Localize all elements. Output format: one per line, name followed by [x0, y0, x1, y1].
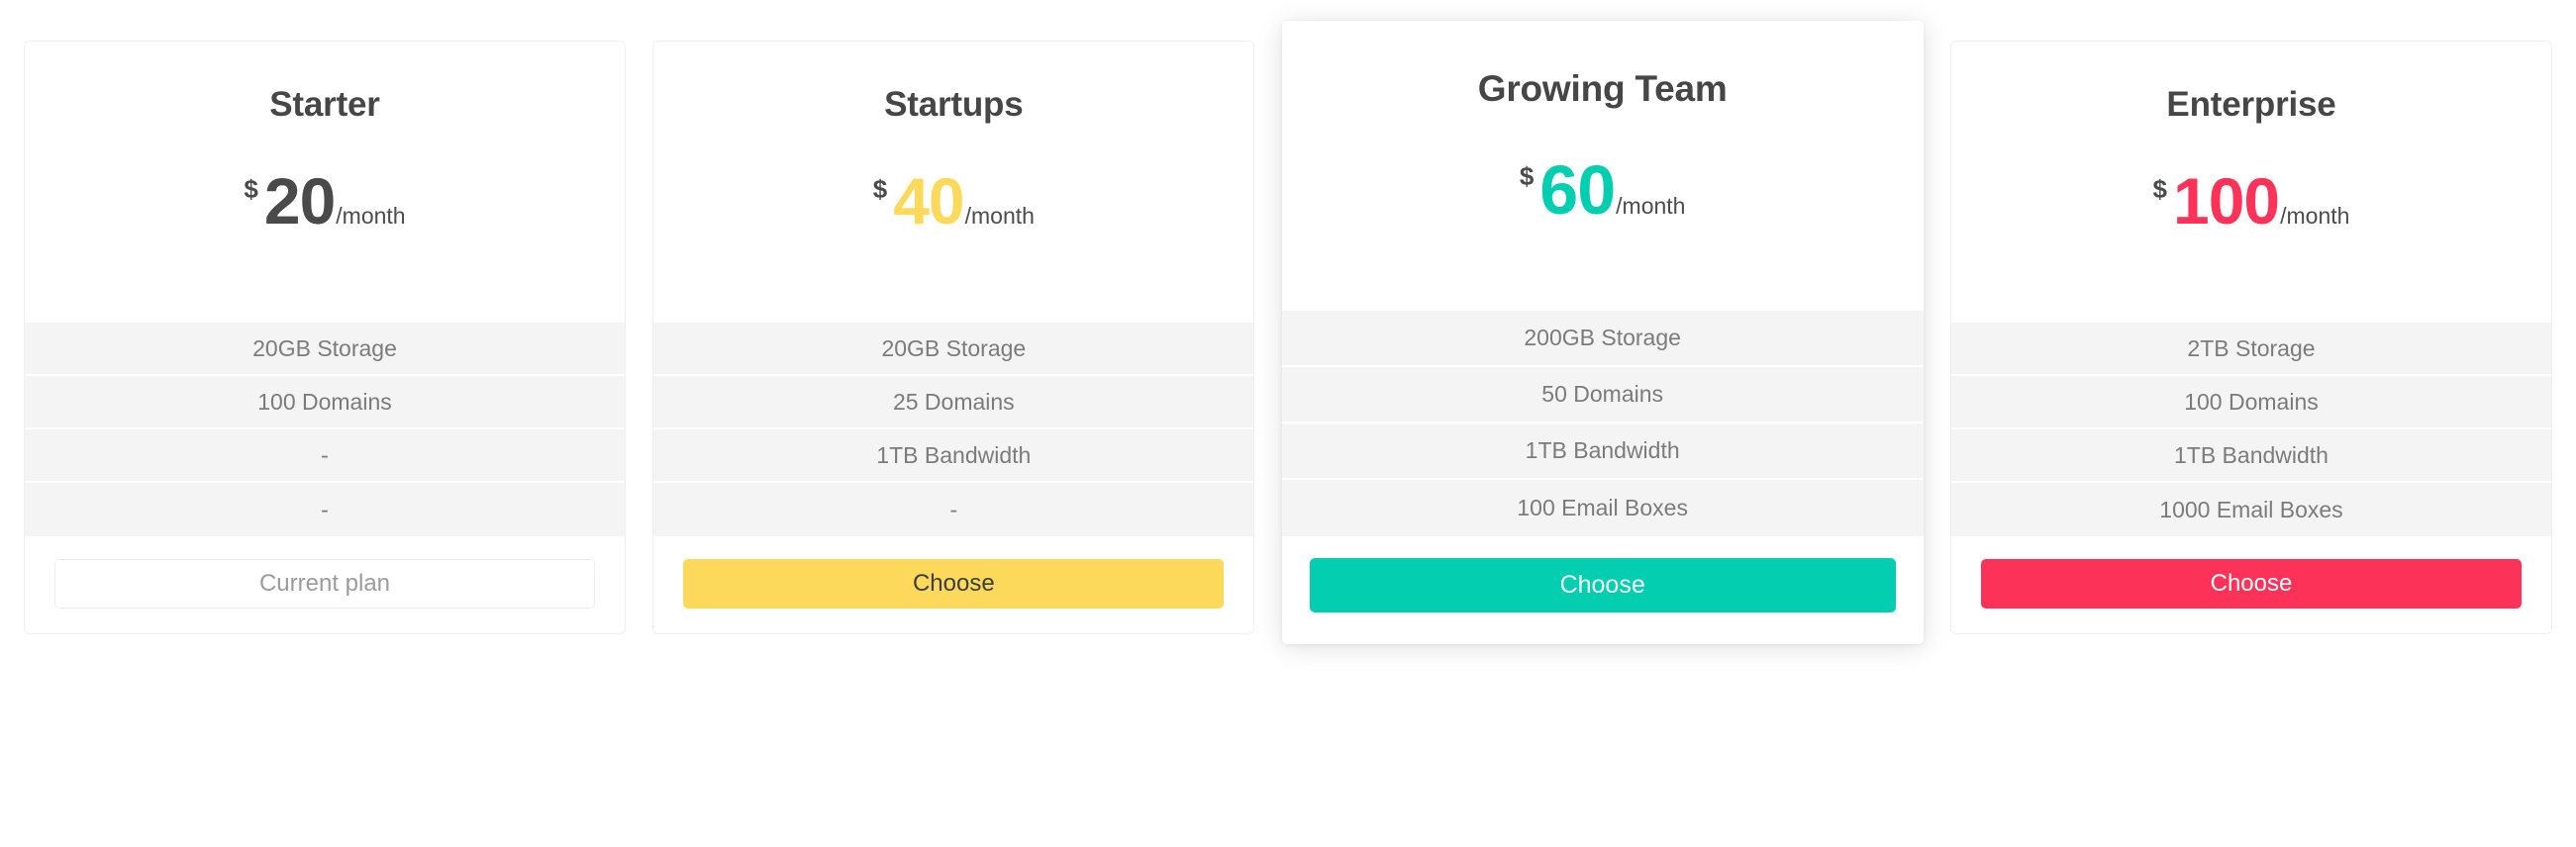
price-currency: $	[2152, 174, 2167, 204]
plan-footer: Choose	[653, 536, 1254, 633]
plan-feature-list: 20GB Storage 25 Domains 1TB Bandwidth -	[653, 323, 1254, 536]
price-period: /month	[2280, 203, 2350, 229]
plan-feature-list: 2TB Storage 100 Domains 1TB Bandwidth 1000 …	[1950, 323, 2551, 536]
plan-price: $100/month	[2153, 168, 2350, 234]
plan-title: Startups	[884, 85, 1024, 124]
price-period: /month	[1616, 193, 1686, 219]
plan-title: Starter	[269, 85, 380, 124]
choose-plan-button[interactable]: Choose	[683, 559, 1225, 609]
feature-row: -	[653, 483, 1254, 536]
plan-footer: Choose	[1950, 536, 2551, 633]
feature-row: 50 Domains	[1281, 367, 1924, 424]
price-amount: 60	[1539, 151, 1616, 229]
plan-header: Growing Team $60/month	[1281, 21, 1924, 311]
price-amount: 20	[263, 164, 336, 237]
plan-price: $40/month	[873, 168, 1035, 234]
price-currency: $	[872, 174, 888, 204]
plan-header: Startups $40/month	[653, 42, 1254, 323]
plan-card-starter: Starter $20/month 20GB Storage 100 Domains -…	[24, 41, 626, 634]
plan-feature-list: 200GB Storage 50 Domains 1TB Bandwidth 100 …	[1281, 311, 1924, 536]
price-period: /month	[964, 203, 1035, 229]
plan-price: $60/month	[1520, 155, 1686, 225]
feature-row: 1TB Bandwidth	[653, 429, 1254, 483]
plan-card-growing-team: Growing Team $60/month 200GB Storage 50 Dom…	[1281, 21, 1924, 644]
feature-row: 20GB Storage	[653, 323, 1254, 376]
feature-row: 25 Domains	[653, 376, 1254, 429]
price-currency: $	[244, 174, 258, 204]
plan-card-enterprise: Enterprise $100/month 2TB Storage 100 Domai…	[1949, 41, 2552, 634]
plan-footer: Current plan	[25, 536, 625, 633]
price-amount: 40	[893, 164, 964, 237]
feature-row: 200GB Storage	[1281, 311, 1924, 367]
current-plan-button[interactable]: Current plan	[54, 559, 595, 609]
plan-footer: Choose	[1281, 536, 1924, 644]
plan-feature-list: 20GB Storage 100 Domains - -	[25, 323, 625, 536]
feature-row: 100 Domains	[25, 376, 625, 429]
feature-row: -	[25, 429, 625, 483]
choose-plan-button[interactable]: Choose	[1980, 559, 2522, 609]
feature-row: 100 Email Boxes	[1281, 480, 1924, 536]
plan-price: $20/month	[244, 168, 405, 234]
feature-row: 2TB Storage	[1950, 323, 2551, 376]
feature-row: 1000 Email Boxes	[1950, 483, 2551, 536]
plan-header: Enterprise $100/month	[1950, 42, 2551, 323]
feature-row: -	[25, 483, 625, 536]
plan-header: Starter $20/month	[25, 42, 625, 323]
price-amount: 100	[2172, 164, 2280, 237]
feature-row: 1TB Bandwidth	[1281, 424, 1924, 480]
plan-title: Enterprise	[2166, 85, 2336, 124]
plan-card-startups: Startups $40/month 20GB Storage 25 Domains 1…	[652, 41, 1255, 634]
feature-row: 100 Domains	[1950, 376, 2551, 429]
plan-title: Growing Team	[1477, 68, 1728, 109]
feature-row: 1TB Bandwidth	[1950, 429, 2551, 483]
feature-row: 20GB Storage	[25, 323, 625, 376]
choose-plan-button[interactable]: Choose	[1309, 558, 1896, 612]
price-period: /month	[336, 203, 406, 229]
price-currency: $	[1519, 161, 1535, 191]
